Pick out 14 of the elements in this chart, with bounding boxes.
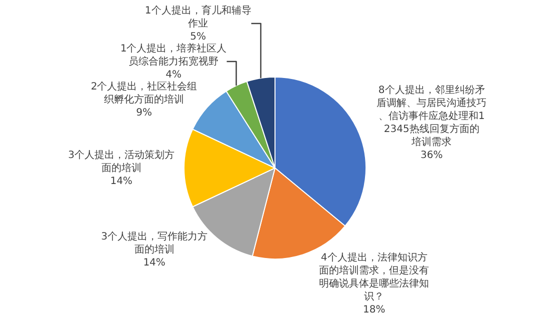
slice-label: 1个人提出，培养社区人员综合能力拓宽视野 [120, 42, 227, 68]
data-label: 36% [420, 150, 443, 161]
slice-label: 1个人提出，育儿和辅导作业 [144, 4, 252, 30]
slice-label: 4个人提出，法律知识方面的培训需求，但是没有明确说具体是哪些法律知识？ [319, 251, 430, 302]
slice-label: 2个人提出，社区社会组织孵化方面的培训 [90, 80, 198, 106]
slice-label: 3个人提出，写作能力方面的培训 [101, 230, 208, 256]
data-label: 9% [136, 108, 152, 119]
slice-label: 8个人提出，邻里纠纷矛盾调解、与居民沟通技巧、信访事件应急处理和12345热线回复方面的培训需求 [376, 84, 487, 148]
data-label: 14% [110, 176, 132, 187]
data-label: 18% [363, 304, 386, 316]
slice-label: 3个人提出，活动策划方面的培训 [68, 149, 174, 174]
data-label: 4% [166, 70, 182, 81]
data-label: 14% [143, 257, 166, 268]
data-label: 5% [190, 32, 206, 43]
